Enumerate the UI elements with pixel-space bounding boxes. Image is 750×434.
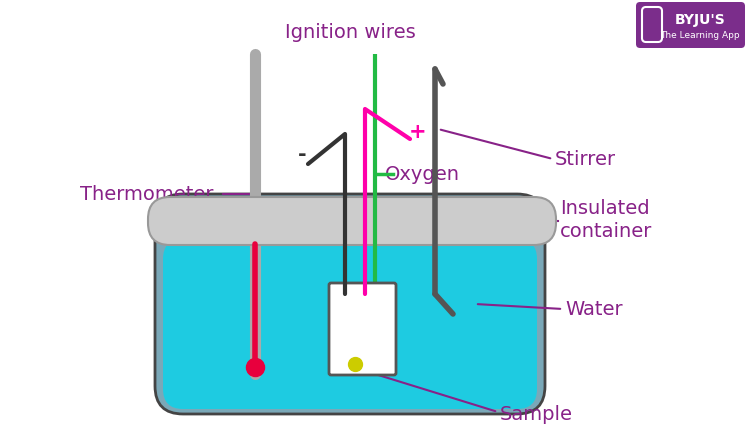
FancyBboxPatch shape bbox=[642, 8, 662, 43]
Text: The Learning App: The Learning App bbox=[660, 30, 740, 39]
Text: Ignition wires: Ignition wires bbox=[285, 23, 416, 41]
Text: Oxygen: Oxygen bbox=[385, 165, 460, 184]
Text: +: + bbox=[410, 122, 427, 141]
Text: Sample: Sample bbox=[500, 404, 573, 424]
Text: BYJU'S: BYJU'S bbox=[675, 13, 725, 27]
Text: Stirrer: Stirrer bbox=[555, 150, 616, 169]
Text: Thermometer: Thermometer bbox=[80, 185, 214, 204]
FancyBboxPatch shape bbox=[636, 3, 745, 49]
FancyBboxPatch shape bbox=[163, 240, 537, 409]
Text: Insulated
container: Insulated container bbox=[560, 198, 652, 241]
Text: Water: Water bbox=[565, 300, 622, 319]
Text: -: - bbox=[298, 145, 306, 164]
FancyBboxPatch shape bbox=[155, 194, 545, 414]
FancyBboxPatch shape bbox=[329, 283, 396, 375]
FancyBboxPatch shape bbox=[148, 197, 556, 246]
